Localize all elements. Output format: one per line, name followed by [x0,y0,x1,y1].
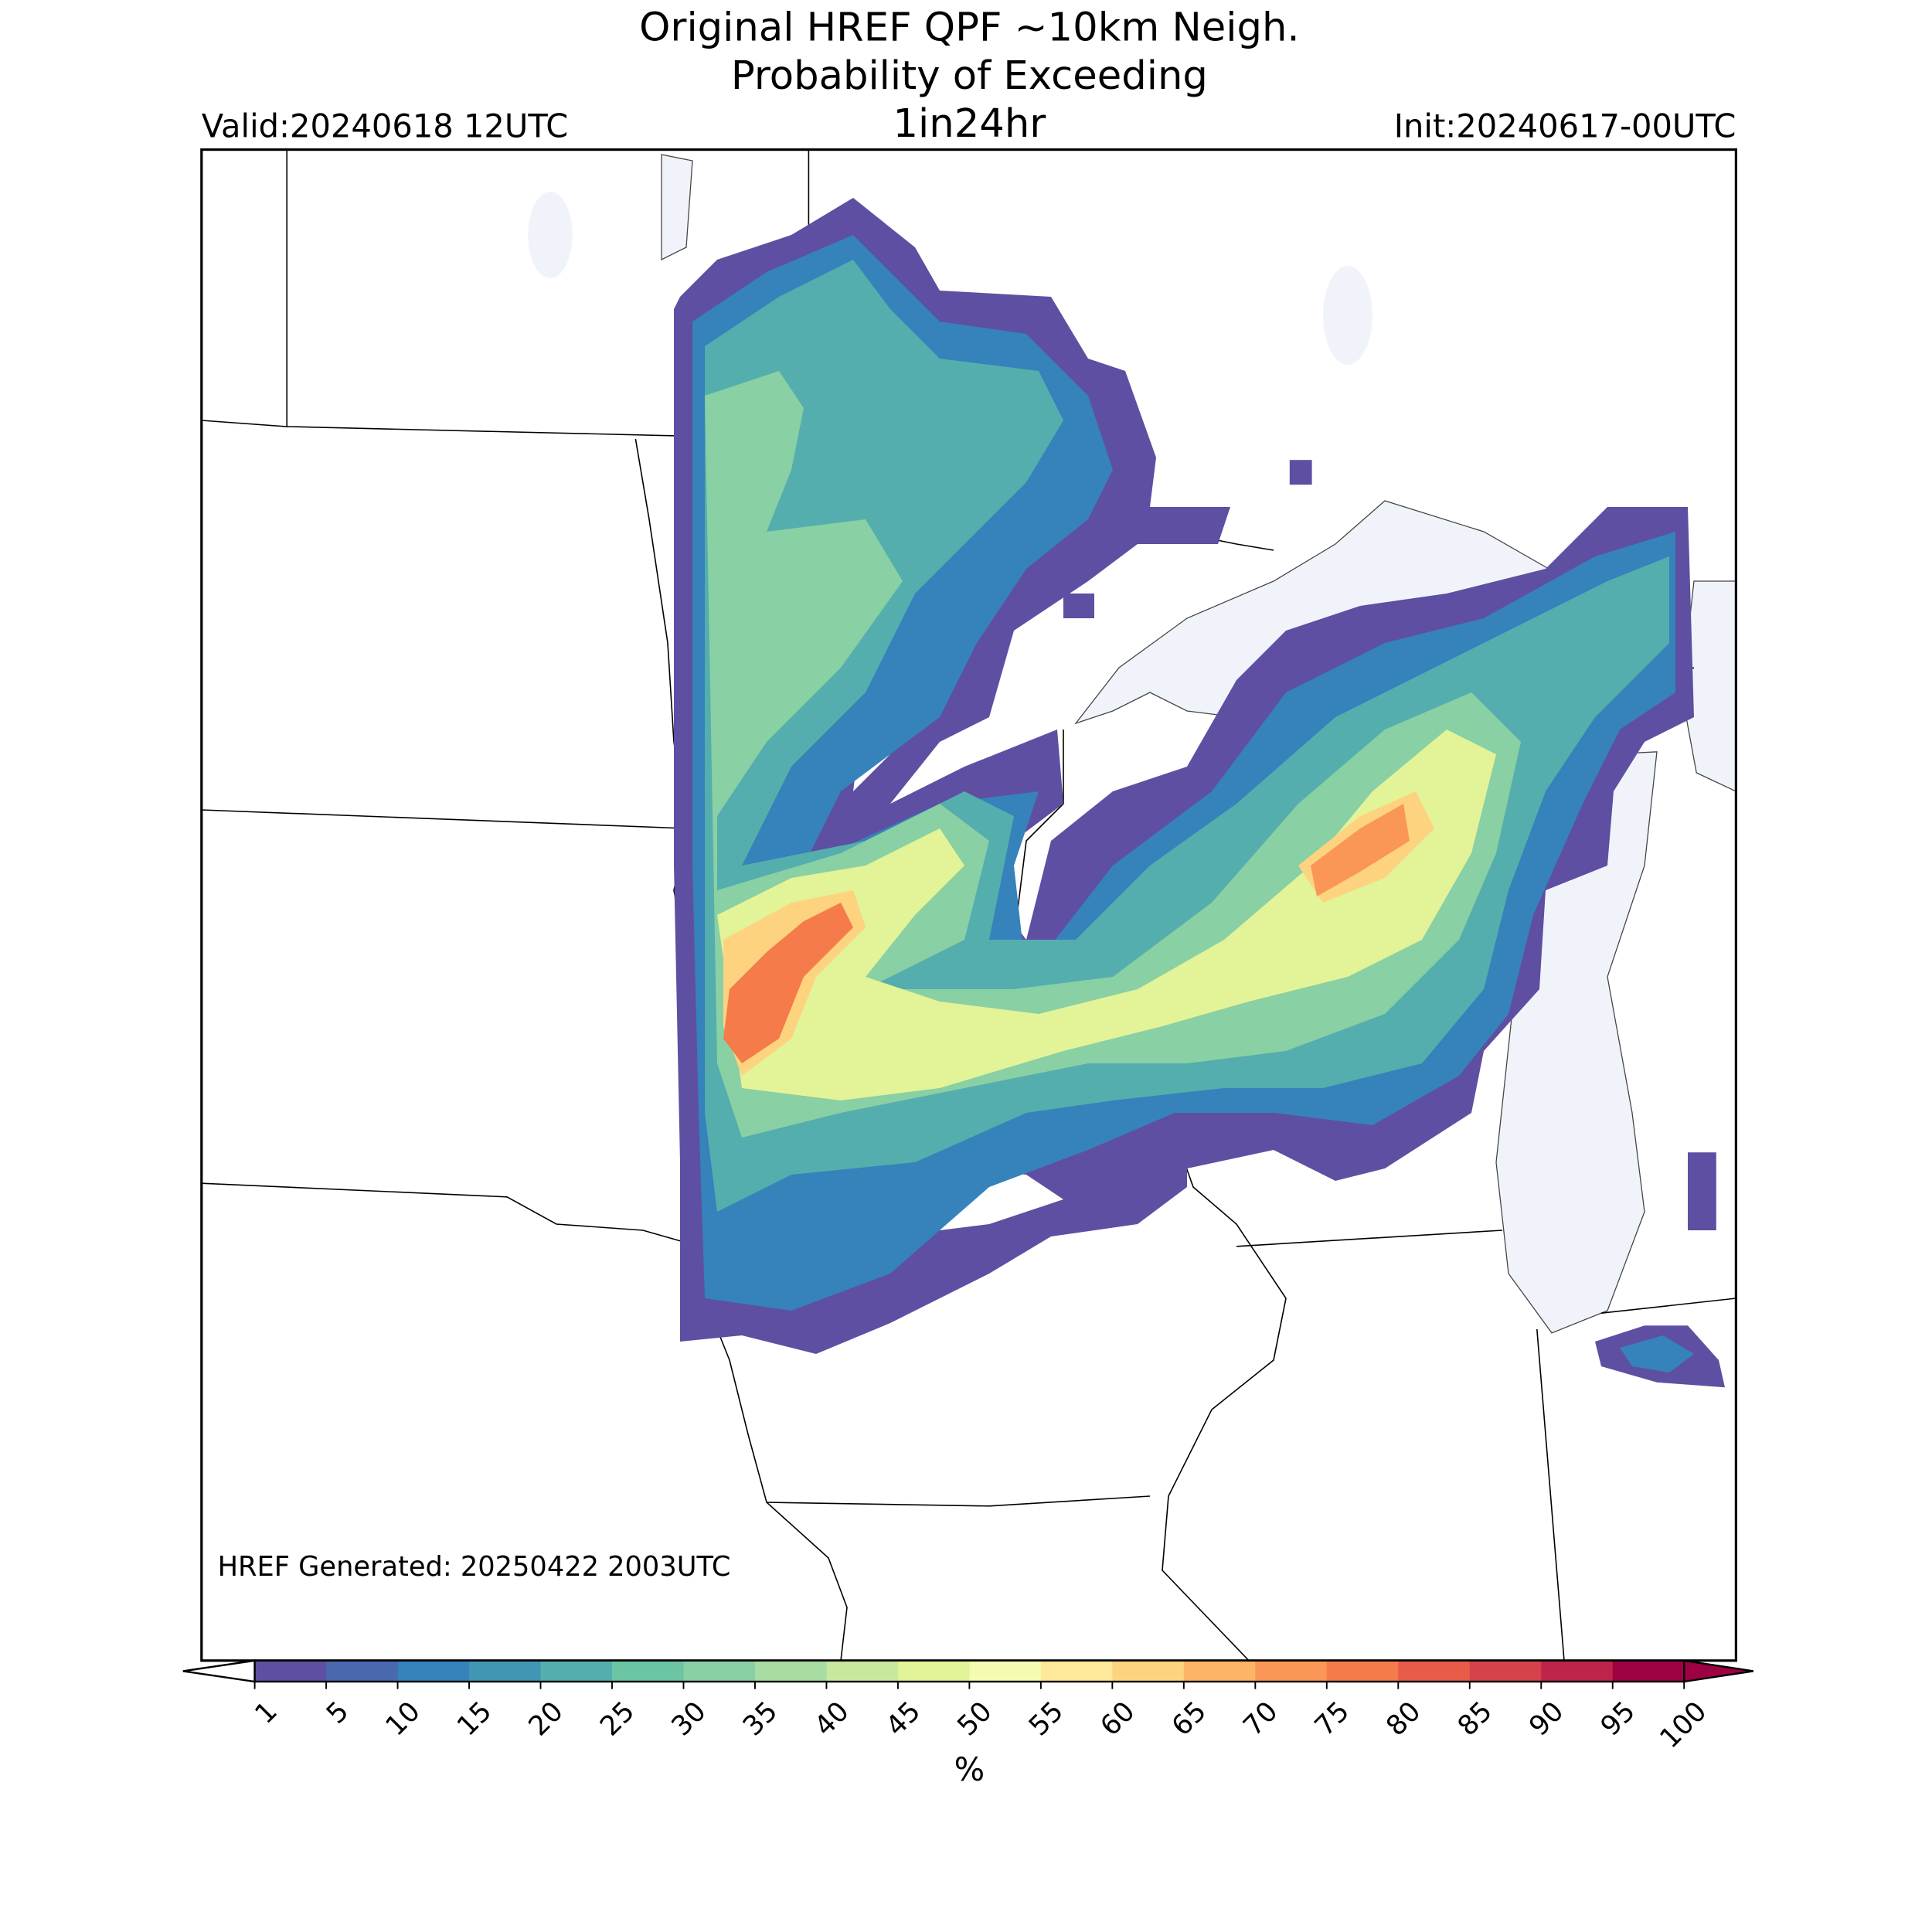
colorbar-bin [397,1660,470,1682]
valid-time: Valid:20240618 12UTC [202,107,569,145]
colorbar-tick-label: 80 [1380,1696,1427,1743]
colorbar-tick-label: 30 [665,1696,713,1743]
colorbar-tick-label: 5 [321,1696,355,1730]
threshold: 1in24hr [893,100,1046,147]
init-time: Init:20240617-00UTC [1394,107,1736,145]
colorbar-bin [1398,1660,1471,1682]
colorbar-tick-label: 45 [880,1696,927,1743]
colorbar-bin [540,1660,613,1682]
colorbar-bin [683,1660,756,1682]
colorbar-bin [326,1660,399,1682]
colorbar-tick-label: 100 [1654,1696,1713,1754]
colorbar-bin [897,1660,970,1682]
colorbar-bin [1183,1660,1256,1682]
colorbar-tick-label: 40 [808,1696,855,1743]
colorbar-bin [254,1660,327,1682]
colorbar: 1 5 10 15 20 25 30 35 40 45 50 55 60 65 70 75 80 85 90 95 10… [182,1659,1753,1754]
colorbar-tick-label: 10 [379,1696,427,1743]
subtitle: Probability of Exceeding [731,53,1208,99]
colorbar-tick-label: 55 [1022,1696,1070,1743]
colorbar-tick-label: 75 [1308,1696,1355,1743]
probability-field [674,198,1725,1388]
colorbar-tick-label: 70 [1237,1696,1284,1743]
colorbar-under [182,1659,256,1683]
colorbar-bin [826,1660,899,1682]
colorbar-tick-label: 35 [737,1696,784,1743]
colorbar-bin [1326,1660,1399,1682]
map: HREF Generated: 20250422 2003UTC [201,149,1736,1661]
colorbar-tick-label: 65 [1165,1696,1213,1743]
colorbar-bin [754,1660,827,1682]
colorbar-tick-label: 95 [1594,1696,1641,1743]
colorbar-bin [969,1660,1042,1682]
colorbar-bin [469,1660,541,1682]
colorbar-tick-label: 25 [594,1696,641,1743]
colorbar-bin [1469,1660,1542,1682]
colorbar-tick-label: 1 [249,1696,284,1730]
colorbar-tick-label: 90 [1523,1696,1570,1743]
colorbar-tick-label: 60 [1094,1696,1141,1743]
generated-note: HREF Generated: 20250422 2003UTC [218,1551,731,1583]
colorbar-bin [612,1660,684,1682]
colorbar-bin [1612,1660,1685,1682]
colorbar-bin [1112,1660,1185,1682]
colorbar-over [1683,1659,1753,1683]
colorbar-bin [1040,1660,1113,1682]
colorbar-tick-label: 50 [951,1696,998,1743]
colorbar-tick-label: 85 [1451,1696,1498,1743]
colorbar-tick-label: 20 [522,1696,570,1743]
colorbar-bin [1255,1660,1328,1682]
colorbar-tick-label: 15 [451,1696,498,1743]
title: Original HREF QPF ~10km Neigh. [639,4,1300,50]
colorbar-bin [1541,1660,1614,1682]
colorbar-label: % [954,1750,985,1788]
